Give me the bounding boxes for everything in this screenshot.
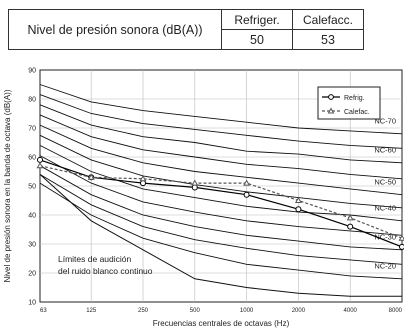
- legend-box: [317, 86, 381, 120]
- nc-label: NC-50: [374, 178, 396, 187]
- y-axis-label: Nivel de presión sonora en la banda de o…: [3, 89, 12, 282]
- nc-curve: [39, 124, 403, 196]
- y-tick-label: 70: [28, 126, 36, 133]
- nc-curve: [39, 94, 403, 149]
- legend-marker-calefac: [327, 107, 335, 114]
- x-tick-label: 2000: [292, 308, 306, 314]
- data-point: [36, 162, 44, 169]
- y-tick-label: 10: [28, 300, 36, 307]
- nc-curve: [39, 84, 403, 135]
- x-axis-label: Frecuencias centrales de octavas (Hz): [153, 319, 290, 328]
- y-tick-label: 20: [28, 271, 36, 278]
- cooling-header: Refriger.: [221, 9, 293, 30]
- y-tick-labels: 10 20 30 40 50 60 70 80 90: [28, 68, 36, 307]
- nc-curve: [39, 155, 403, 236]
- threshold-line: [39, 174, 402, 297]
- nc-curve: [39, 104, 403, 164]
- data-point: [295, 206, 302, 213]
- data-point: [398, 234, 404, 241]
- x-tick-label: 8000: [389, 308, 403, 314]
- legend-marker-refrig: [328, 94, 334, 100]
- nc-label: NC-70: [374, 117, 396, 126]
- legend: Refrig. Calefac.: [317, 86, 381, 120]
- nc-curves: NC-70 NC-60 NC-50 NC-40 NC-30 NC-20: [39, 84, 403, 280]
- legend-label-refrig: Refrig.: [344, 95, 365, 102]
- legend-label-calefac: Calefac.: [344, 109, 370, 116]
- threshold-curve: [39, 174, 402, 297]
- nc-curve: [39, 182, 403, 280]
- y-tick-label: 80: [28, 97, 36, 104]
- data-point: [243, 179, 251, 186]
- y-tick-label: 40: [28, 213, 36, 220]
- series-line: [39, 165, 403, 239]
- y-tick-label: 60: [28, 155, 36, 162]
- data-point: [191, 184, 198, 191]
- x-tick-label: 125: [86, 308, 97, 314]
- nc-curve: [39, 134, 403, 209]
- data-point: [139, 175, 147, 182]
- sound-level-table: Nivel de presión sonora (dB(A)) Refriger…: [8, 9, 364, 50]
- series-line: [39, 159, 403, 248]
- nc-label: NC-20: [374, 262, 396, 271]
- x-tick-label: 4000: [344, 308, 358, 314]
- nc-label: NC-40: [374, 204, 396, 213]
- nc-curve: [39, 114, 403, 180]
- sound-level-label: Nivel de presión sonora (dB(A)): [8, 9, 222, 50]
- y-tick-label: 30: [28, 242, 36, 249]
- cooling-value: 50: [221, 29, 293, 50]
- data-point: [347, 223, 354, 230]
- y-tick-label: 90: [28, 68, 36, 75]
- heating-value: 53: [292, 29, 364, 50]
- threshold-annotation-line-1: Límites de audición: [58, 254, 132, 264]
- x-tick-label: 500: [190, 308, 201, 314]
- heating-header: Calefacc.: [292, 9, 364, 30]
- data-point: [140, 180, 147, 187]
- nc-curve: [39, 174, 403, 265]
- x-tick-label: 250: [138, 308, 149, 314]
- data-point: [243, 191, 250, 198]
- x-tick-label: 63: [40, 308, 47, 314]
- data-point: [346, 214, 354, 221]
- data-point: [294, 196, 302, 203]
- data-point: [191, 179, 199, 186]
- data-point: [87, 173, 95, 180]
- x-tick-labels: 63 125 250 500 1000 2000 4000 8000: [40, 308, 403, 314]
- threshold-annotation-line-2: del ruido blanco continuo: [58, 266, 153, 276]
- series-lines: [36, 156, 404, 250]
- data-point: [37, 156, 43, 163]
- nc-curve: [39, 165, 403, 251]
- data-point: [399, 243, 404, 250]
- nc-label: NC-60: [374, 146, 396, 155]
- nc-curve: [39, 144, 403, 222]
- x-tick-label: 1000: [240, 308, 254, 314]
- nc-label: NC-30: [374, 233, 396, 242]
- y-tick-label: 50: [28, 184, 36, 191]
